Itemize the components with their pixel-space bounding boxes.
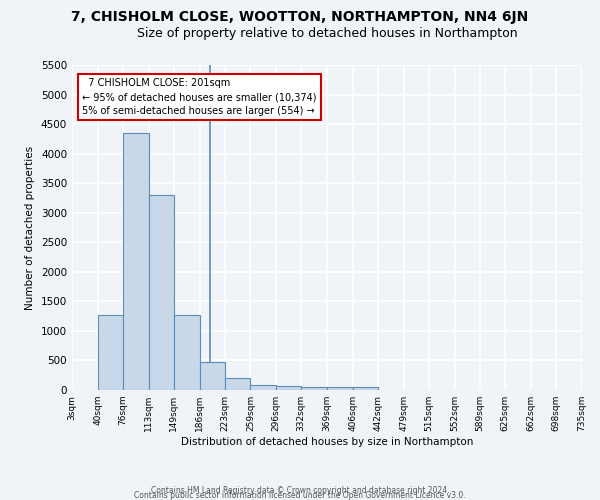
Bar [149,195,174,390]
Bar [174,315,199,390]
Bar [301,387,327,390]
Bar [327,387,353,390]
X-axis label: Distribution of detached houses by size in Northampton: Distribution of detached houses by size … [181,437,473,447]
Text: Contains public sector information licensed under the Open Government Licence v3: Contains public sector information licen… [134,491,466,500]
Bar [353,387,378,390]
Bar [199,362,225,390]
Bar [98,315,123,390]
Bar [123,133,149,390]
Text: Contains HM Land Registry data © Crown copyright and database right 2024.: Contains HM Land Registry data © Crown c… [151,486,449,495]
Text: 7 CHISHOLM CLOSE: 201sqm  
← 95% of detached houses are smaller (10,374)
5% of s: 7 CHISHOLM CLOSE: 201sqm ← 95% of detach… [82,78,317,116]
Bar [276,386,301,390]
Bar [225,378,250,390]
Bar [250,384,276,390]
Title: Size of property relative to detached houses in Northampton: Size of property relative to detached ho… [137,27,517,40]
Text: 7, CHISHOLM CLOSE, WOOTTON, NORTHAMPTON, NN4 6JN: 7, CHISHOLM CLOSE, WOOTTON, NORTHAMPTON,… [71,10,529,24]
Y-axis label: Number of detached properties: Number of detached properties [25,146,35,310]
